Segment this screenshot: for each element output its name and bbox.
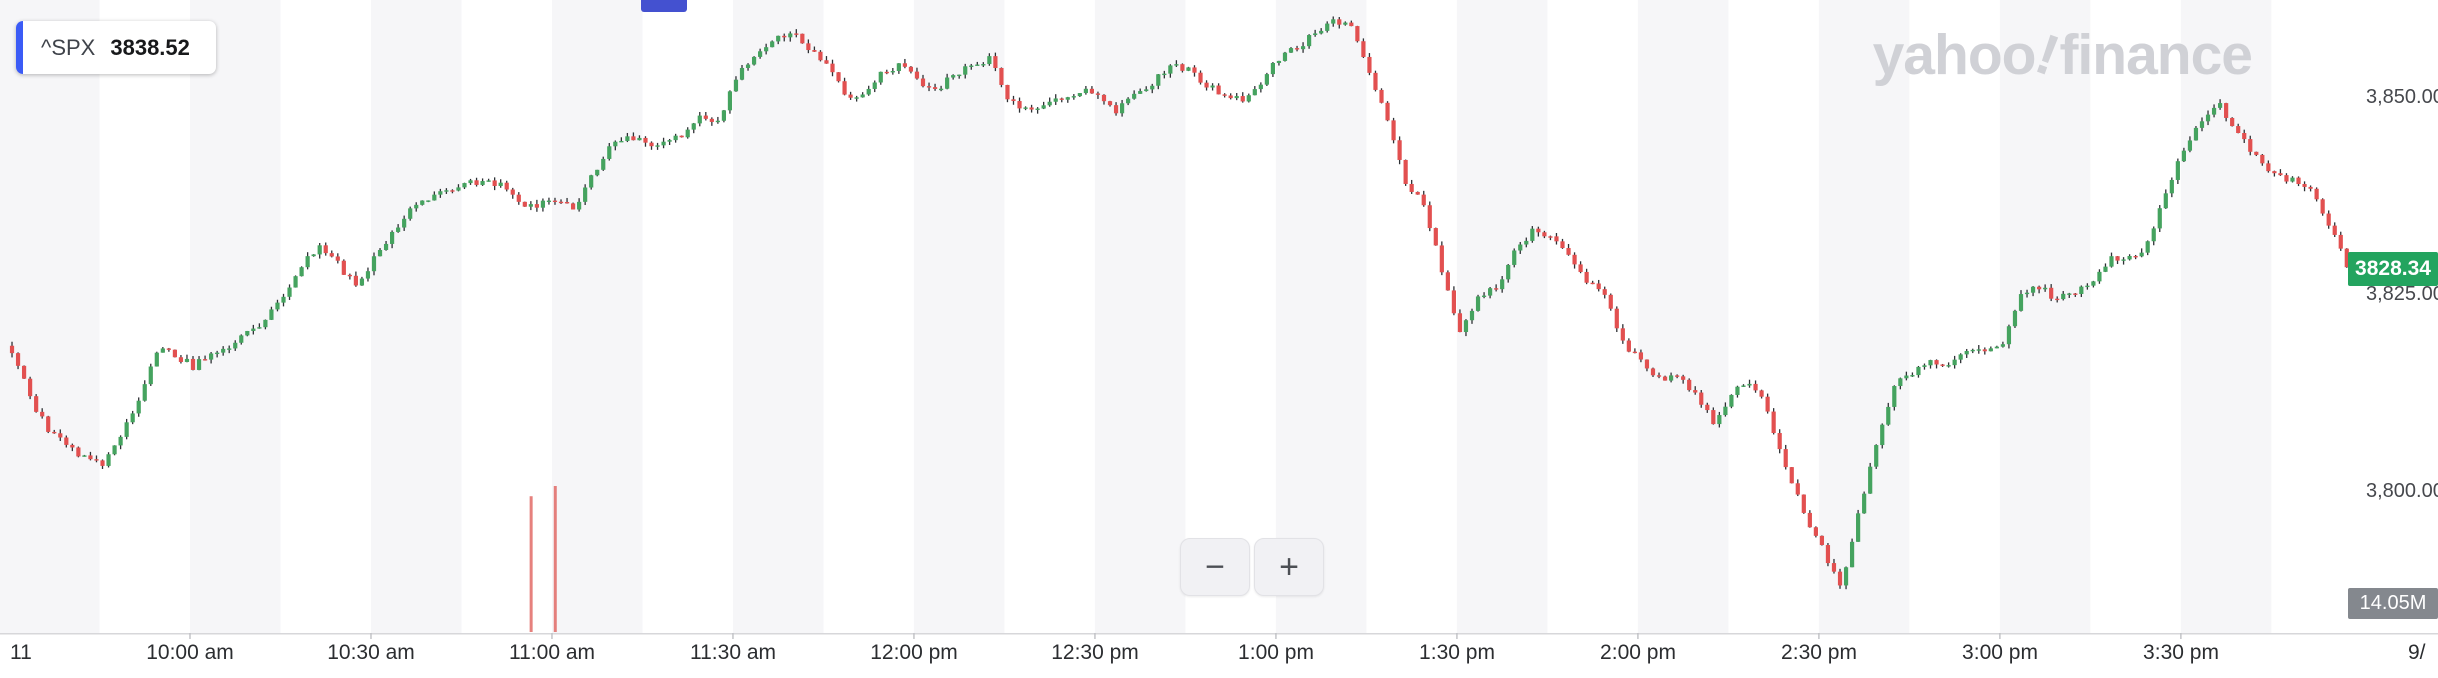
zoom-in-button[interactable]: + [1254, 538, 1324, 596]
x-axis-label: 3:00 pm [1962, 641, 2038, 664]
logo-finance: finance [2059, 23, 2253, 87]
x-axis-label: 1:00 pm [1238, 641, 1314, 664]
legend-color-bar [16, 21, 23, 74]
x-axis-label: 10:00 am [146, 641, 234, 664]
minus-icon: − [1205, 548, 1225, 586]
legend-value: 3838.52 [110, 34, 190, 60]
x-axis-label: 1:30 pm [1419, 641, 1495, 664]
plus-icon: + [1279, 548, 1299, 586]
x-axis-label: 11:30 am [690, 641, 776, 664]
zoom-out-button[interactable]: − [1180, 538, 1250, 596]
candles-layer [9, 16, 2361, 590]
x-axis-label: 11:00 am [509, 641, 595, 664]
x-axis-label: 12:30 pm [1051, 641, 1139, 664]
logo-yahoo: yahoo [1872, 23, 2037, 87]
x-axis-label: 2:00 pm [1600, 641, 1676, 664]
x-axis-label: 2:30 pm [1781, 641, 1857, 664]
volume-layer [529, 486, 557, 632]
y-axis-label: 3,800.00 [2366, 480, 2438, 502]
zoom-controls: − + [1180, 538, 1324, 596]
x-axis-label: 10:30 am [327, 641, 415, 664]
x-axis-date-label: 9/ [2408, 641, 2426, 664]
yahoo-finance-logo: yahoo!finance [1872, 22, 2253, 88]
x-axis-label: 12:00 pm [870, 641, 958, 664]
y-axis-label: 3,825.00 [2366, 283, 2438, 305]
y-axis-label: 3,850.00 [2366, 86, 2438, 108]
last-price-badge: 3828.34 [2348, 251, 2438, 286]
last-volume-badge: 14.05M [2348, 588, 2438, 619]
x-axis-label: 3:30 pm [2143, 641, 2219, 664]
active-tab-indicator[interactable] [641, 0, 687, 12]
axis-layer [0, 633, 2438, 639]
symbol-legend[interactable]: ^SPX 3838.52 [16, 21, 216, 74]
legend-symbol: ^SPX [41, 34, 96, 60]
x-axis-date-label: 11 [10, 641, 32, 664]
